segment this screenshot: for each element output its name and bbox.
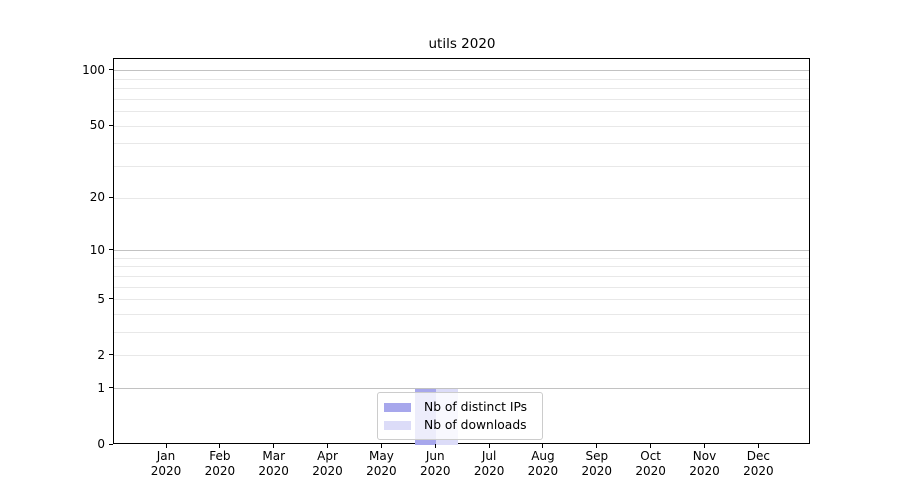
x-tick-label: Apr 2020 (312, 449, 343, 478)
minor-gridline (114, 78, 809, 80)
y-tick-label: 100 (82, 62, 105, 77)
minor-gridline (114, 299, 809, 301)
legend-label-distinct-ips: Nb of distinct IPs (424, 400, 528, 414)
minor-gridline (114, 197, 809, 199)
x-tick-mark (757, 444, 759, 448)
y-tick-mark (109, 387, 113, 389)
minor-gridline (114, 143, 809, 145)
major-gridline (114, 70, 809, 72)
x-tick-mark (704, 444, 705, 448)
legend-item-downloads: Nb of downloads (384, 416, 534, 434)
y-tick-label: 1 (97, 380, 105, 395)
x-tick-label: Feb 2020 (204, 449, 236, 478)
legend: Nb of distinct IPs Nb of downloads (377, 392, 543, 440)
x-tick-label: May 2020 (366, 449, 397, 478)
x-tick-label: Aug 2020 (527, 449, 559, 478)
minor-gridline (114, 88, 809, 90)
x-tick-label: Jan 2020 (150, 449, 182, 478)
x-tick-label: Oct 2020 (635, 449, 666, 478)
y-tick-mark (109, 443, 113, 445)
y-tick-label: 2 (97, 347, 105, 362)
minor-gridline (114, 125, 809, 127)
x-tick-mark (219, 444, 221, 448)
x-tick-label: Mar 2020 (258, 449, 289, 478)
x-tick-mark (165, 444, 167, 448)
y-tick-mark (109, 69, 113, 71)
legend-label-downloads: Nb of downloads (424, 418, 527, 432)
legend-item-distinct-ips: Nb of distinct IPs (384, 398, 534, 416)
x-tick-label: Sep 2020 (581, 449, 613, 478)
legend-swatch-distinct-ips-icon (384, 402, 411, 412)
x-tick-mark (434, 444, 436, 448)
x-tick-mark (380, 444, 382, 448)
y-tick-mark (109, 249, 113, 251)
x-tick-mark (488, 444, 490, 448)
x-tick-mark (327, 444, 329, 448)
minor-gridline (114, 355, 809, 357)
y-tick-label: 20 (89, 190, 105, 205)
x-tick-label: Nov 2020 (689, 449, 720, 478)
minor-gridline (114, 266, 809, 268)
x-tick-mark (273, 444, 275, 448)
y-tick-label: 5 (97, 291, 105, 306)
y-tick-mark (109, 354, 113, 356)
minor-gridline (114, 166, 809, 168)
x-tick-label: Jul 2020 (473, 449, 505, 478)
y-tick-mark (109, 196, 113, 198)
minor-gridline (114, 332, 809, 334)
minor-gridline (114, 98, 809, 100)
legend-swatch-downloads-icon (384, 420, 411, 430)
chart-title: utils 2020 (428, 36, 496, 52)
minor-gridline (114, 111, 809, 113)
plot-area (113, 58, 810, 445)
y-tick-label: 0 (97, 437, 105, 451)
x-tick-label: Jun 2020 (419, 449, 451, 478)
x-tick-mark (650, 444, 652, 448)
minor-gridline (114, 275, 809, 277)
minor-gridline (114, 314, 809, 316)
y-tick-mark (109, 124, 113, 126)
y-tick-mark (109, 298, 113, 300)
x-tick-mark (596, 444, 598, 448)
major-gridline (114, 388, 809, 390)
minor-gridline (114, 286, 809, 288)
minor-gridline (114, 257, 809, 259)
major-gridline (114, 250, 809, 252)
y-tick-label: 50 (89, 118, 105, 133)
x-tick-mark (542, 444, 544, 448)
y-tick-label: 10 (89, 242, 105, 257)
x-tick-label: Dec 2020 (743, 449, 774, 478)
